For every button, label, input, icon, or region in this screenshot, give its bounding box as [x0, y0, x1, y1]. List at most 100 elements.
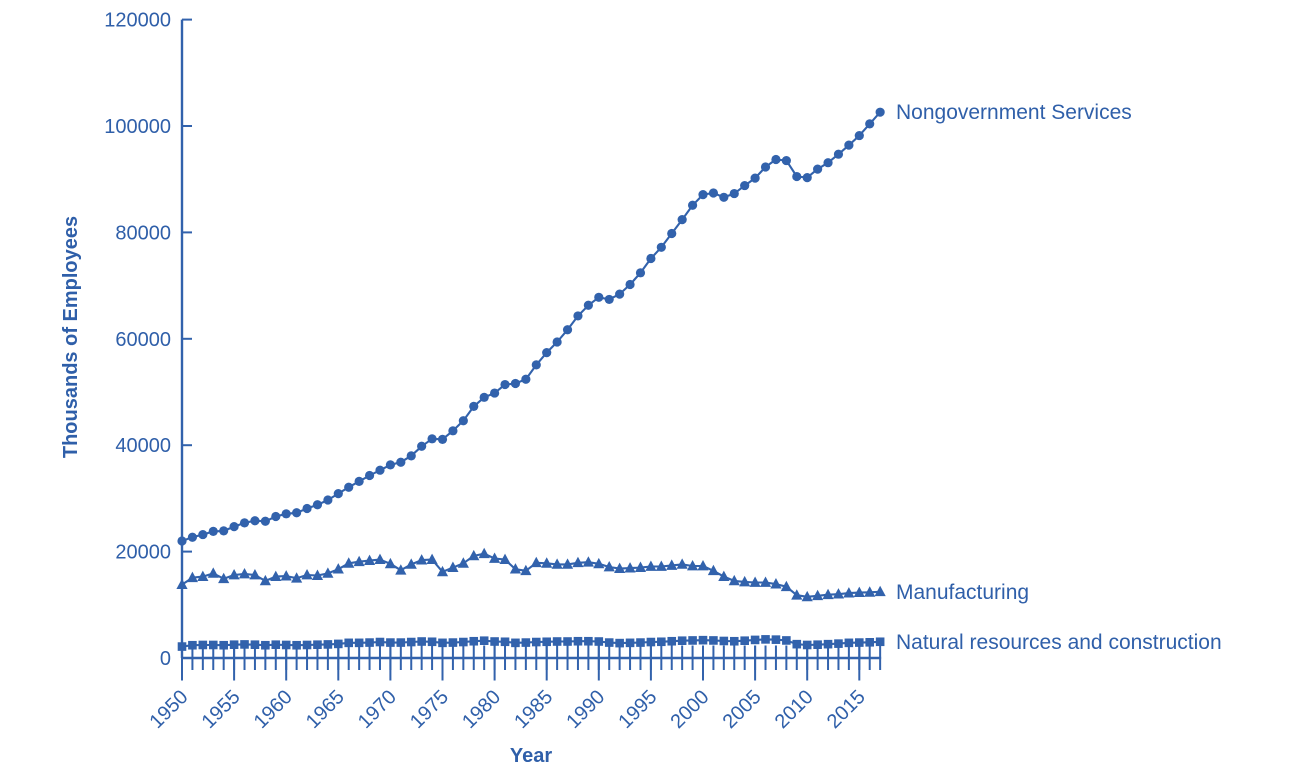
circle-marker: [865, 119, 875, 129]
square-marker: [208, 640, 218, 650]
series-label-manufacturing: Manufacturing: [896, 581, 1029, 604]
square-marker: [865, 638, 875, 647]
circle-marker: [281, 509, 291, 519]
triangle-marker: [426, 553, 438, 564]
square-marker: [563, 637, 572, 646]
circle-marker: [375, 465, 385, 475]
square-marker: [604, 638, 614, 647]
triangle-marker: [343, 557, 355, 568]
circle-marker: [875, 107, 885, 117]
triangle-marker: [655, 560, 667, 571]
circle-marker: [833, 149, 844, 159]
series-line-nongovernment-services: [180, 111, 882, 543]
circle-marker: [302, 503, 312, 514]
circle-marker: [417, 441, 427, 451]
circle-marker: [823, 158, 833, 168]
triangle-marker: [353, 555, 365, 567]
square-marker: [261, 640, 270, 650]
square-marker: [688, 636, 697, 645]
circle-marker: [781, 155, 791, 166]
circle-marker: [740, 180, 750, 191]
triangle-marker: [238, 567, 251, 579]
square-marker: [459, 637, 468, 647]
y-tick-label: 20000: [115, 542, 171, 564]
x-tick-label: 1960: [250, 686, 297, 733]
triangle-marker: [666, 559, 678, 570]
triangle-marker: [832, 588, 845, 599]
square-marker: [354, 638, 364, 648]
square-marker: [719, 636, 729, 646]
circle-marker: [635, 268, 646, 278]
triangle-marker: [812, 589, 824, 601]
triangle-marker: [384, 557, 396, 569]
triangle-marker: [301, 569, 313, 580]
circle-marker: [677, 215, 687, 225]
square-marker: [792, 639, 802, 649]
triangle-marker: [603, 561, 615, 572]
circle-marker: [469, 401, 479, 411]
triangle-marker: [291, 572, 303, 583]
square-marker: [427, 637, 437, 647]
square-marker: [667, 636, 677, 646]
square-marker: [302, 640, 312, 650]
circle-marker: [344, 482, 354, 492]
square-marker: [771, 635, 781, 644]
y-tick-label: 0: [160, 648, 171, 670]
circle-marker: [552, 337, 562, 347]
circle-marker: [760, 162, 771, 172]
x-axis-title: Year: [510, 745, 552, 767]
circle-marker: [656, 242, 666, 252]
circle-marker: [750, 173, 760, 183]
circle-marker: [646, 253, 656, 264]
square-marker: [438, 638, 447, 648]
triangle-marker: [822, 588, 834, 600]
square-marker: [271, 640, 281, 649]
x-tick-label: 2010: [771, 686, 818, 733]
circle-marker: [792, 171, 802, 182]
circle-marker: [729, 188, 739, 199]
triangle-marker: [436, 565, 449, 577]
square-marker: [594, 637, 604, 646]
circle-marker: [406, 451, 416, 461]
circle-marker: [625, 279, 635, 290]
square-marker: [375, 637, 385, 647]
square-marker: [365, 638, 374, 647]
triangle-marker: [707, 564, 720, 576]
circle-marker: [229, 521, 239, 532]
square-marker: [229, 640, 239, 649]
square-marker: [198, 640, 208, 650]
circle-marker: [448, 426, 458, 436]
square-marker: [646, 637, 656, 647]
circle-marker: [719, 192, 729, 202]
square-marker: [782, 636, 791, 645]
circle-marker: [312, 500, 323, 510]
triangle-marker: [561, 558, 574, 569]
circle-marker: [292, 508, 302, 518]
triangle-marker: [686, 559, 699, 571]
triangle-marker: [780, 580, 792, 592]
square-marker: [740, 636, 749, 646]
circle-marker: [510, 378, 521, 389]
triangle-marker: [718, 570, 730, 582]
triangle-marker: [207, 567, 219, 578]
triangle-marker: [218, 572, 230, 584]
circle-marker: [531, 360, 541, 370]
y-tick-label: 120000: [104, 10, 171, 32]
square-marker: [542, 637, 551, 647]
circle-marker: [271, 511, 281, 522]
triangle-marker: [499, 553, 511, 564]
circle-marker: [500, 379, 510, 390]
y-tick-label: 40000: [115, 435, 171, 457]
triangle-marker: [645, 560, 657, 571]
x-tick-label: 2005: [719, 686, 766, 733]
triangle-marker: [363, 554, 376, 566]
square-marker: [500, 637, 510, 647]
square-marker: [334, 639, 343, 649]
square-marker: [615, 638, 624, 648]
triangle-marker: [697, 559, 709, 571]
triangle-marker: [416, 554, 428, 565]
circle-marker: [385, 460, 395, 470]
square-marker: [657, 637, 666, 647]
square-marker: [729, 636, 739, 646]
